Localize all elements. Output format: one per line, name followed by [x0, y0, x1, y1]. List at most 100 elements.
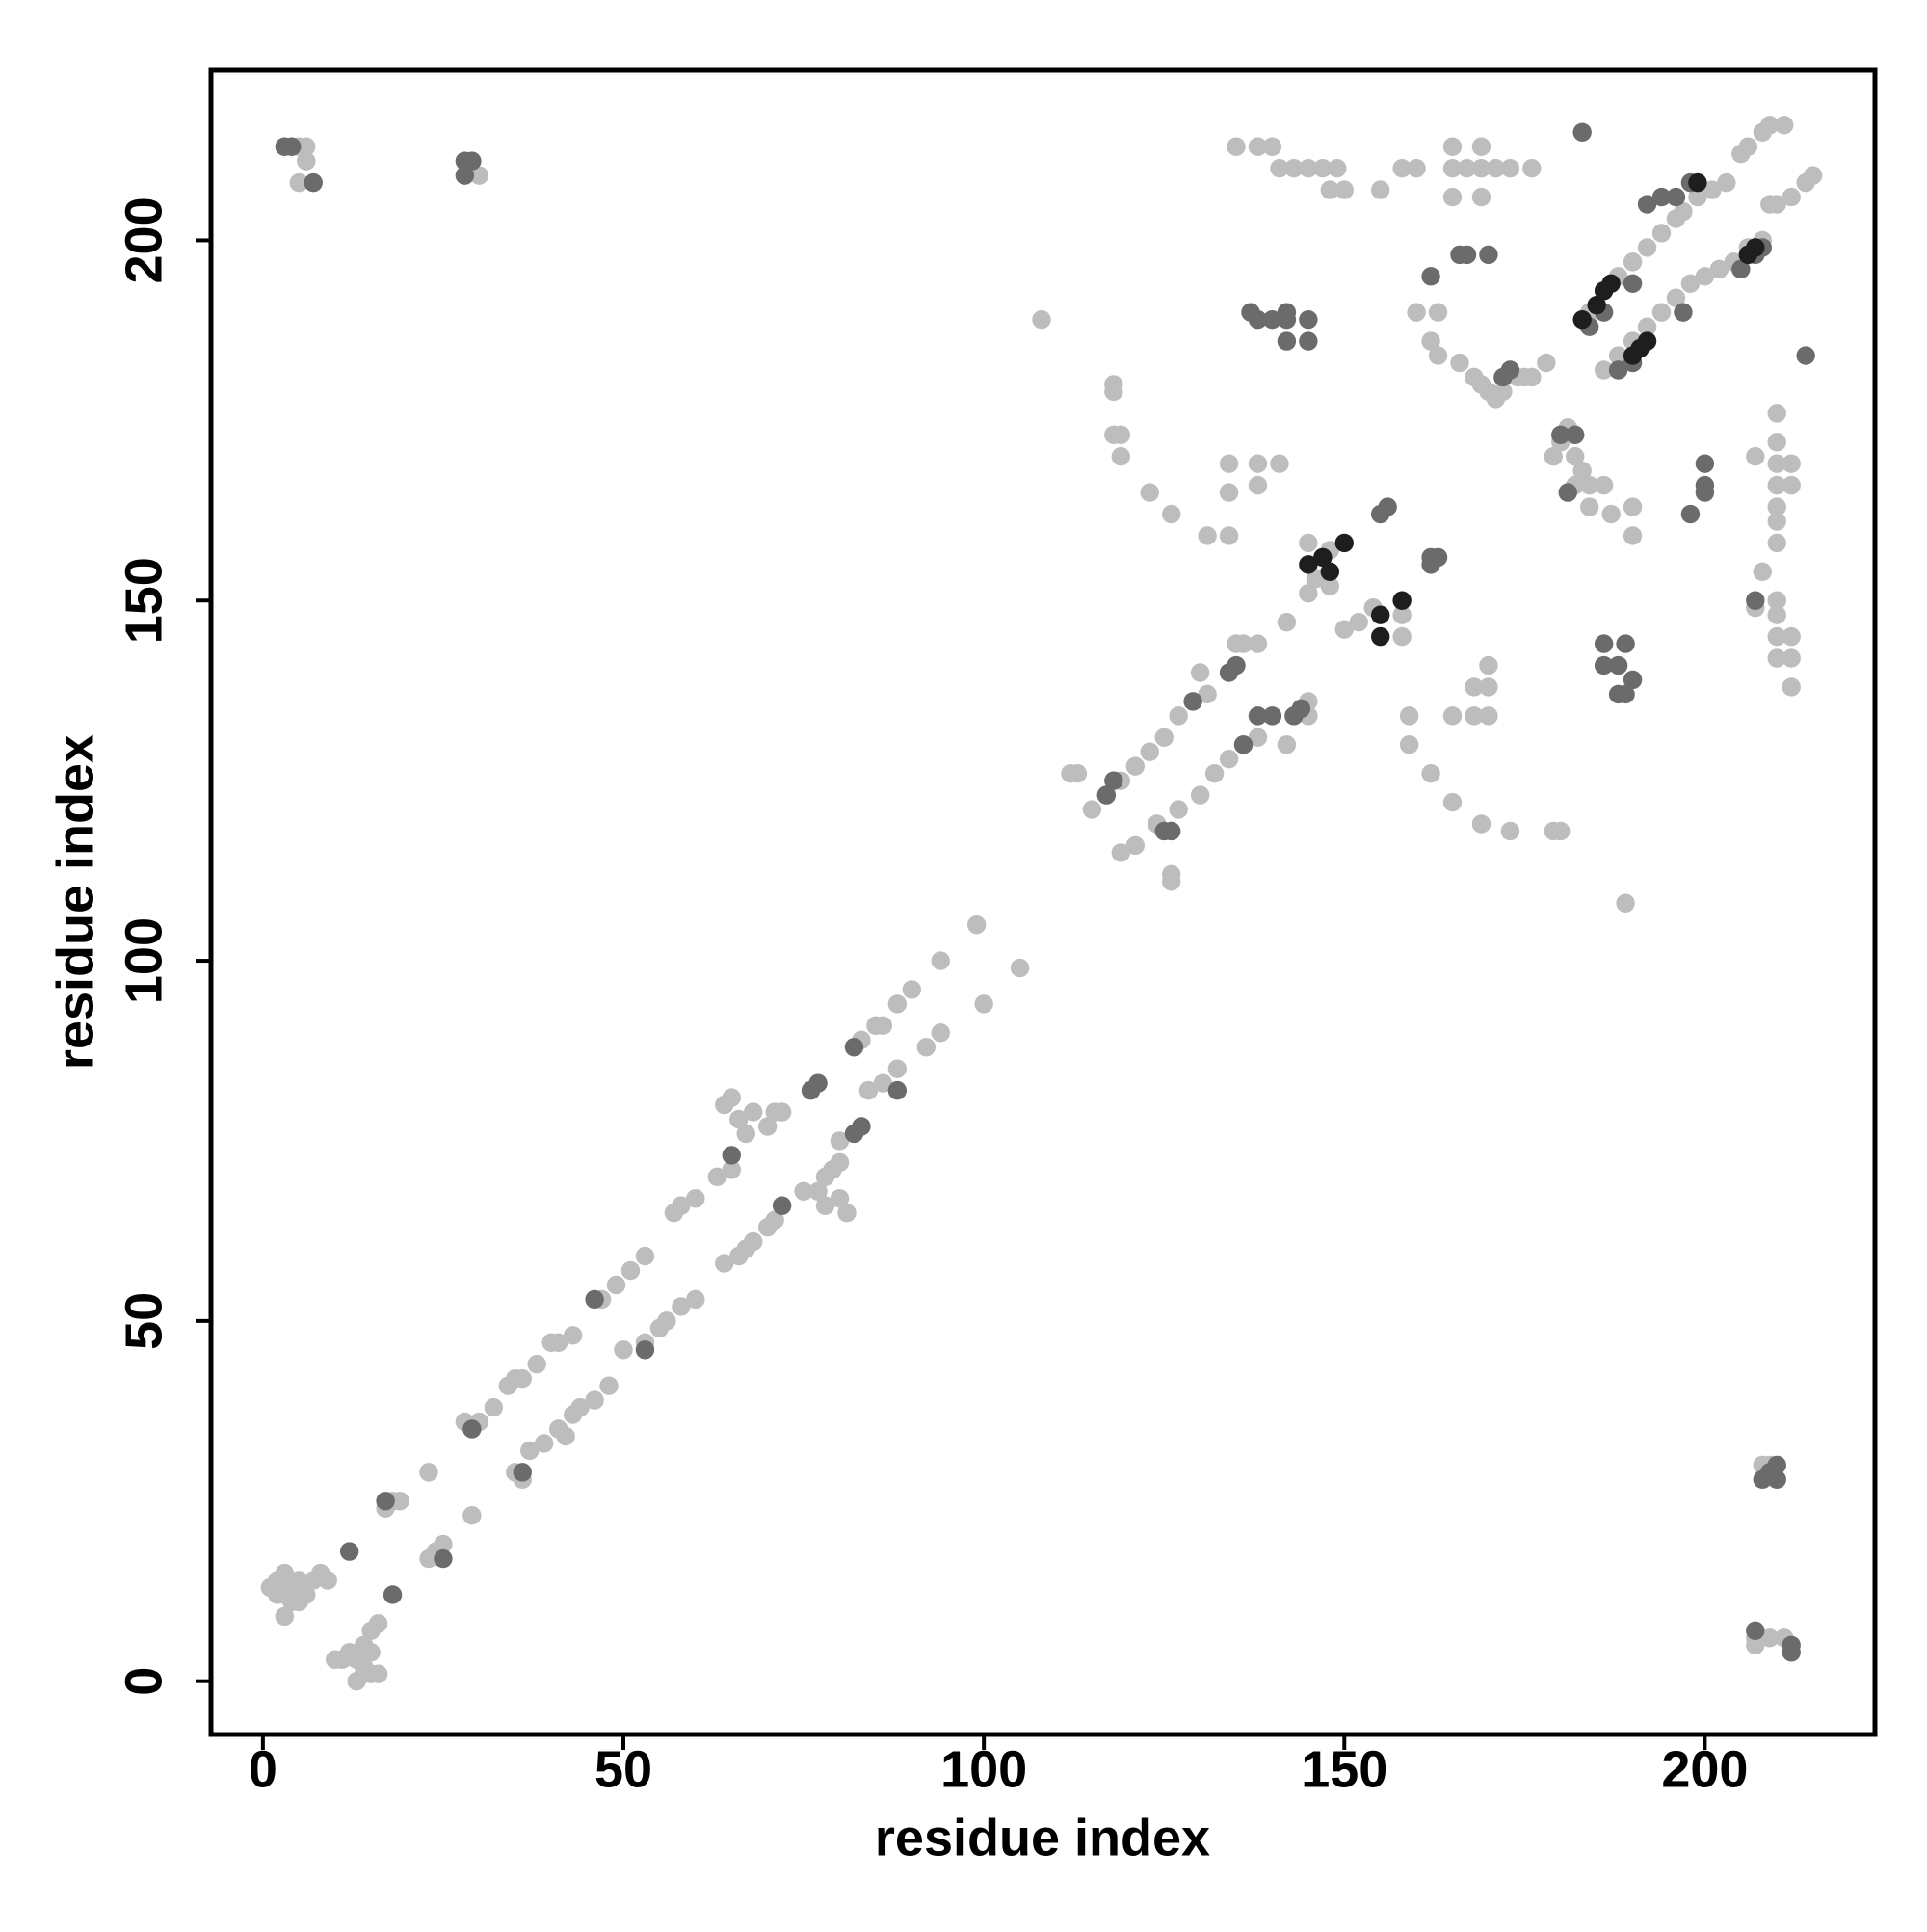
contact-point [1796, 346, 1815, 365]
contact-point [1767, 404, 1786, 423]
contact-point [1782, 677, 1801, 697]
contact-point [1219, 526, 1239, 545]
contact-point [1277, 331, 1297, 351]
contact-point [1204, 763, 1225, 783]
contact-point [1594, 634, 1614, 653]
contact-point [1262, 706, 1282, 726]
contact-point [772, 1102, 792, 1122]
contact-point [1320, 576, 1340, 595]
contact-point [339, 1542, 359, 1561]
contact-point [1471, 137, 1491, 156]
contact-point [1291, 699, 1311, 719]
contact-point [1651, 187, 1672, 207]
contact-point [1680, 504, 1701, 524]
contact-point [1010, 958, 1030, 978]
contact-point [1161, 504, 1181, 524]
contact-point [1140, 742, 1159, 761]
contact-point [1637, 331, 1657, 351]
contact-point [585, 1289, 604, 1310]
contact-point [1334, 620, 1354, 639]
contact-point [1616, 893, 1635, 913]
contact-point [1313, 547, 1333, 568]
contact-point [1450, 245, 1469, 265]
contact-point [548, 1333, 568, 1352]
contact-point [1709, 259, 1729, 279]
contact-point [1782, 454, 1801, 473]
contact-point [434, 1548, 453, 1569]
contact-point [815, 1167, 835, 1187]
contact-point [354, 1657, 374, 1677]
contact-point [830, 1131, 850, 1151]
contact-point [1587, 296, 1606, 315]
contact-point [1717, 172, 1736, 193]
contact-point [736, 1124, 755, 1144]
contact-point [1248, 454, 1268, 473]
contact-point [1623, 497, 1643, 516]
contact-point [686, 1189, 705, 1208]
contact-point [1320, 562, 1340, 582]
contact-point [1219, 454, 1239, 473]
contact-point [1125, 756, 1145, 776]
contact-point [729, 1109, 749, 1129]
contact-point [1782, 1643, 1801, 1662]
y-axis-title: residue index [46, 734, 104, 1070]
y-tick-label: 50 [115, 1292, 172, 1350]
contact-point [289, 1571, 308, 1590]
contact-point [974, 994, 993, 1014]
contact-point [1262, 309, 1282, 330]
contact-point [282, 137, 302, 156]
contact-point [1111, 447, 1131, 466]
contact-point [1746, 591, 1765, 610]
contact-point [1421, 267, 1440, 286]
contact-point [1767, 475, 1786, 495]
contact-point [1695, 454, 1715, 473]
contact-point [1703, 180, 1722, 199]
contact-point [1782, 626, 1801, 647]
contact-point [1551, 425, 1571, 444]
contact-point [1219, 663, 1239, 682]
contact-point [1623, 670, 1643, 690]
contact-point [1760, 1463, 1780, 1482]
contact-point [1760, 116, 1780, 135]
contact-point [1442, 158, 1463, 178]
contact-point [556, 1426, 575, 1446]
contact-point [390, 1492, 409, 1511]
contact-point [1623, 526, 1643, 545]
contact-point [462, 151, 482, 171]
contact-point [1688, 187, 1707, 207]
contact-point [1601, 504, 1621, 524]
contact-point [1753, 562, 1772, 582]
contact-point [1674, 201, 1693, 222]
contact-point [275, 1606, 295, 1627]
contact-point [743, 1231, 763, 1252]
contact-point [1442, 706, 1463, 726]
contact-point [1767, 605, 1786, 624]
contact-point [1572, 122, 1592, 142]
contact-point [1680, 274, 1701, 293]
contact-point [1313, 158, 1333, 178]
contact-point [563, 1326, 583, 1345]
contact-point [772, 1196, 792, 1215]
contact-point [1068, 763, 1088, 783]
contact-point [1746, 238, 1765, 257]
contact-point [1248, 634, 1268, 653]
contact-point [1457, 158, 1477, 178]
y-tick-label: 150 [115, 557, 172, 644]
contact-point [1746, 1621, 1765, 1641]
contact-point [1111, 843, 1131, 862]
contact-point [722, 1088, 741, 1107]
contact-point [873, 1073, 893, 1093]
contact-point [1299, 555, 1318, 574]
contact-point [368, 1614, 388, 1633]
contact-point [361, 1643, 381, 1662]
contact-point [1248, 475, 1268, 495]
contact-point [1299, 331, 1318, 351]
contact-point [1572, 461, 1592, 481]
contact-point [1803, 166, 1823, 185]
contact-point [1392, 158, 1412, 178]
contact-point [1277, 735, 1297, 754]
contact-point [1299, 533, 1318, 553]
contact-point [1608, 346, 1628, 365]
